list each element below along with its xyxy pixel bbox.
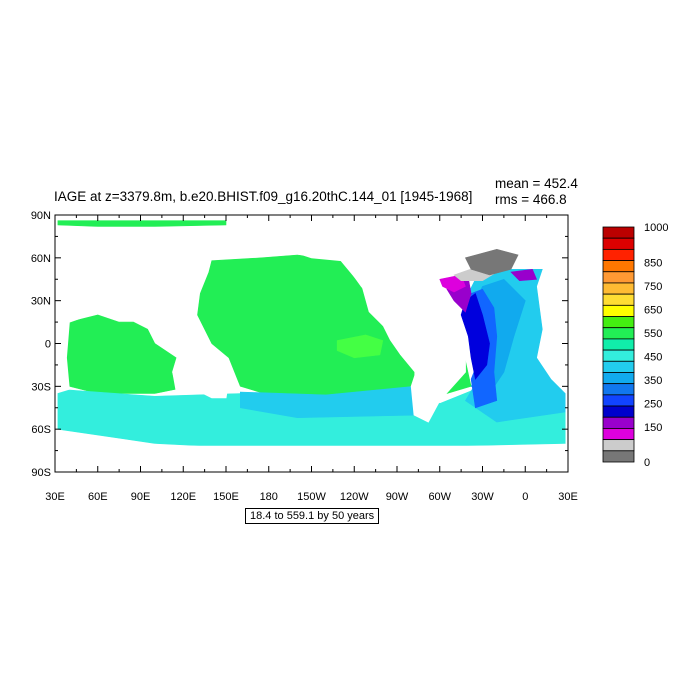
- colorbar-swatch: [602, 304, 635, 317]
- y-axis: 90N 60N 30N 0 30S 60S 90S: [31, 210, 568, 479]
- x-tick-label: 30E: [558, 491, 578, 503]
- x-tick-label: 150W: [297, 491, 326, 503]
- colorbar-swatch: [602, 338, 635, 351]
- x-tick-label: 30W: [471, 491, 494, 503]
- colorbar-swatch: [602, 450, 635, 463]
- colorbar-swatch: [602, 282, 635, 295]
- colorbar-label: 750: [644, 281, 662, 293]
- x-tick-label: 90E: [131, 491, 151, 503]
- colorbar-swatch: [602, 260, 635, 273]
- colorbar-label: 850: [644, 257, 662, 269]
- colorbar-label: 1000: [644, 222, 668, 234]
- colorbar-swatch: [602, 293, 635, 306]
- colorbar-label: 350: [644, 375, 662, 387]
- x-tick-label: 150E: [213, 491, 239, 503]
- land-australia: [172, 360, 230, 399]
- y-tick-label: 30N: [31, 296, 51, 308]
- colorbar-swatch: [602, 439, 635, 452]
- x-tick-label: 120E: [170, 491, 196, 503]
- y-tick-label: 90S: [31, 467, 51, 479]
- region-nordic-gray: [464, 248, 519, 276]
- land-masks: [55, 240, 568, 472]
- y-tick-label: 60N: [31, 253, 51, 265]
- colorbar-label: 650: [644, 304, 662, 316]
- colorbar-label: 0: [644, 457, 650, 469]
- colorbar-swatch: [602, 394, 635, 407]
- colorbar-swatch: [602, 405, 635, 418]
- region-indian-basin: [66, 314, 177, 394]
- land-antarctica-band: [55, 445, 568, 472]
- land-north-america: [289, 240, 441, 323]
- region-arctic-strip: [57, 220, 227, 227]
- colorbar-swatch: [602, 372, 635, 385]
- colorbar-swatch: [602, 416, 635, 429]
- colorbar-swatch: [602, 271, 635, 284]
- contour-range-note: 18.4 to 559.1 by 50 years: [245, 508, 380, 524]
- x-tick-label: 60W: [428, 491, 451, 503]
- rms-stat: rms = 466.8: [495, 192, 567, 207]
- y-tick-label: 90N: [31, 210, 51, 222]
- colorbar-label: 550: [644, 328, 662, 340]
- x-tick-label: 60E: [88, 491, 108, 503]
- x-tick-label: 30E: [45, 491, 65, 503]
- y-tick-label: 30S: [31, 381, 51, 393]
- land-africa: [55, 293, 99, 395]
- mean-stat: mean = 452.4: [495, 176, 578, 191]
- colorbar-label: 450: [644, 351, 662, 363]
- colorbar-swatch: [602, 316, 635, 329]
- colorbar-swatch: [602, 327, 635, 340]
- colorbar-swatch: [602, 360, 635, 373]
- colorbar-swatch: [602, 226, 635, 239]
- x-tick-label: 90W: [386, 491, 409, 503]
- x-axis: 30E 60E 90E 120E 150E 180 150W 120W 90W 60W 30W 0 30…: [45, 215, 578, 503]
- region-east-pacific-light: [336, 334, 384, 359]
- colorbar-swatch: [602, 237, 635, 250]
- region-barents-purple: [510, 268, 538, 282]
- y-tick-label: 60S: [31, 424, 51, 436]
- land-south-america: [410, 330, 466, 423]
- colorbar-label: 150: [644, 422, 662, 434]
- x-tick-label: 0: [522, 491, 528, 503]
- colorbar-swatch: [602, 428, 635, 441]
- ocean-regions: [57, 220, 566, 451]
- colorbar-label: 250: [644, 398, 662, 410]
- x-tick-label: 180: [260, 491, 278, 503]
- colorbar-swatch: [602, 349, 635, 362]
- x-tick-label: 120W: [340, 491, 369, 503]
- colorbar-swatch: [602, 248, 635, 261]
- y-tick-label: 0: [45, 339, 51, 351]
- colorbar: 1000 850 750 650 550 450 350 250 150 0: [602, 222, 668, 469]
- chart-title: IAGE at z=3379.8m, b.e20.BHIST.f09_g16.2…: [54, 189, 473, 204]
- colorbar-swatch: [602, 383, 635, 396]
- region-atlantic-deep-blue: [460, 293, 490, 380]
